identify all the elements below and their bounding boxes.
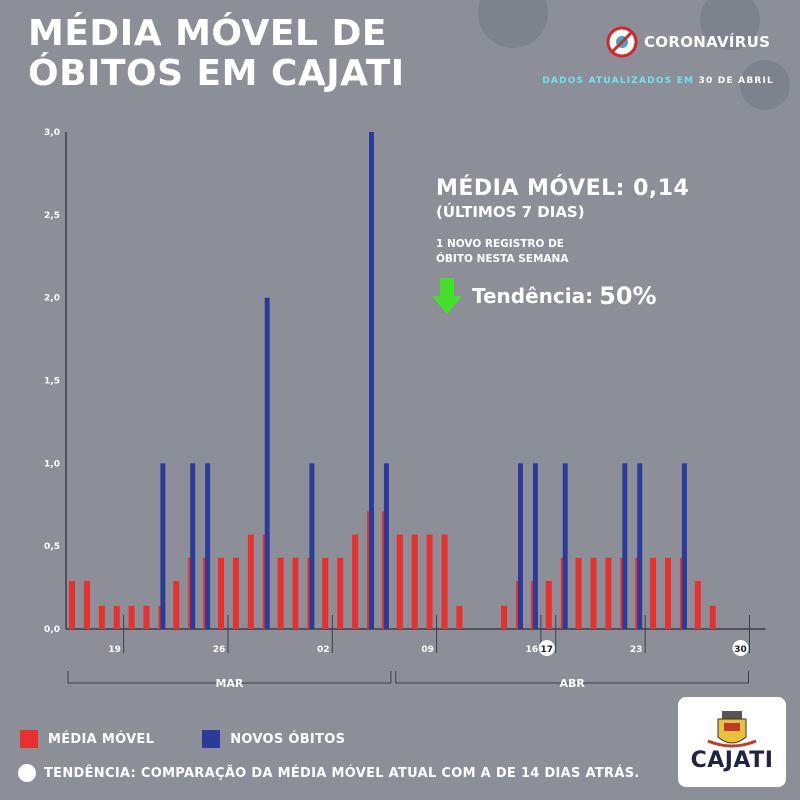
coat-of-arms-icon xyxy=(707,711,757,748)
y-tick-label: 3,0 xyxy=(44,128,60,138)
x-tick-label: 02 xyxy=(317,645,330,655)
update-note: DADOS ATUALIZADOS EM 30 DE ABRIL xyxy=(542,76,774,86)
footnote-text: TENDÊNCIA: COMPARAÇÃO DA MÉDIA MÓVEL ATU… xyxy=(44,765,640,781)
y-tick-label: 1,5 xyxy=(44,377,60,387)
y-tick-label: 1,0 xyxy=(44,459,60,469)
x-tick-label: 19 xyxy=(108,645,121,655)
logo-name: CAJATI xyxy=(690,748,774,773)
moving-average-bar xyxy=(352,534,359,629)
legend: MÉDIA MÓVEL NOVOS ÓBITOS xyxy=(20,730,345,748)
new-deaths-bar xyxy=(205,463,211,629)
arrow-down-icon xyxy=(432,278,462,314)
weekly-note: 1 NOVO REGISTRO DE ÓBITO NESTA SEMANA xyxy=(436,237,636,267)
x-tick-label: 16 xyxy=(526,645,539,655)
moving-average-bar xyxy=(650,557,657,629)
moving-average-bar xyxy=(590,557,597,629)
moving-average-bar xyxy=(709,605,716,629)
trend-value: 50% xyxy=(599,282,657,310)
new-deaths-bar xyxy=(637,463,643,629)
new-deaths-bar xyxy=(681,463,687,629)
new-deaths-bar xyxy=(562,463,568,629)
moving-average-bar xyxy=(545,580,552,629)
new-deaths-bar xyxy=(264,297,270,629)
new-deaths-bar xyxy=(383,463,389,629)
coronavirus-brand: CORONAVÍRUS xyxy=(606,26,770,58)
new-deaths-bar xyxy=(369,132,374,629)
moving-average-bar xyxy=(292,557,299,629)
weekly-note-line-1: 1 NOVO REGISTRO DE xyxy=(436,238,564,250)
update-date: 30 DE ABRIL xyxy=(698,76,774,86)
new-deaths-bar xyxy=(190,463,196,629)
new-deaths-bar xyxy=(518,463,523,629)
trend-footnote: TENDÊNCIA: COMPARAÇÃO DA MÉDIA MÓVEL ATU… xyxy=(18,764,640,782)
moving-average-bar xyxy=(128,605,135,629)
moving-average-bar xyxy=(69,580,75,629)
virus-decoration xyxy=(700,0,760,50)
update-prefix: DADOS ATUALIZADOS EM xyxy=(542,76,695,86)
moving-average-bar xyxy=(575,557,582,629)
moving-average-bar xyxy=(694,580,701,629)
title-line-2: ÓBITOS EM CAJATI xyxy=(28,53,405,94)
legend-swatch-moving xyxy=(20,730,38,748)
x-tick-highlight xyxy=(732,640,749,656)
moving-average-value: MÉDIA MÓVEL: 0,14 xyxy=(436,176,690,201)
moving-average-bar xyxy=(232,557,239,629)
x-tick-label: 23 xyxy=(630,645,643,655)
moving-average-bar xyxy=(337,557,344,629)
moving-average-bar xyxy=(501,605,508,629)
info-panel: MÉDIA MÓVEL: 0,14 (ÚLTIMOS 7 DIAS) 1 NOV… xyxy=(436,176,689,267)
y-tick-label: 2,5 xyxy=(44,211,60,221)
footnote-dot-icon xyxy=(18,764,36,782)
title-line-1: MÉDIA MÓVEL DE xyxy=(28,13,387,54)
moving-average-bar xyxy=(396,534,403,629)
moving-average-bar xyxy=(247,534,254,629)
trend-label: Tendência: xyxy=(472,284,594,308)
moving-average-bar xyxy=(665,557,671,629)
new-deaths-bar xyxy=(532,463,538,629)
moving-average-window: (ÚLTIMOS 7 DIAS) xyxy=(436,203,585,221)
legend-swatch-deaths xyxy=(202,730,221,748)
moving-average-bar xyxy=(173,580,180,629)
moving-average-bar xyxy=(143,605,150,629)
legend-label-deaths: NOVOS ÓBITOS xyxy=(230,731,346,747)
new-deaths-bar xyxy=(160,463,166,629)
month-label: MAR xyxy=(215,677,243,690)
moving-average-bar xyxy=(411,534,418,629)
moving-average-bar xyxy=(426,534,433,629)
moving-average-chart: 0,0 0,5 1,0 1,5 2,0 2,5 3,0 19 26 02 09 16 17 23 30 MAR… xyxy=(44,128,766,690)
x-tick-label: 26 xyxy=(213,645,226,655)
moving-average-bar xyxy=(456,605,463,629)
x-tick-highlight xyxy=(538,640,555,656)
city-logo: CAJATI xyxy=(678,697,786,787)
weekly-note-line-2: ÓBITO NESTA SEMANA xyxy=(436,253,569,265)
no-virus-icon xyxy=(606,26,638,58)
x-tick-label: 09 xyxy=(421,645,434,655)
y-tick-label: 0,0 xyxy=(44,625,60,635)
virus-decoration xyxy=(740,60,790,110)
moving-average-bar xyxy=(218,557,224,629)
moving-average-bar xyxy=(83,580,90,629)
page-title: MÉDIA MÓVEL DE ÓBITOS EM CAJATI xyxy=(28,14,405,94)
legend-label-moving: MÉDIA MÓVEL xyxy=(48,731,155,747)
y-tick-label: 0,5 xyxy=(44,542,60,552)
month-bracket xyxy=(67,671,392,684)
moving-average-bar xyxy=(605,557,612,629)
moving-average-bar xyxy=(441,534,448,629)
moving-average-bar xyxy=(322,557,329,629)
x-tick-label: 17 xyxy=(541,645,554,655)
moving-average-bar xyxy=(277,557,284,629)
new-deaths-bar xyxy=(622,463,628,629)
x-tick-label: 30 xyxy=(734,645,747,655)
y-tick-label: 2,0 xyxy=(44,294,60,304)
month-label: ABR xyxy=(559,677,585,690)
moving-average-bar xyxy=(98,605,105,629)
new-deaths-bar xyxy=(309,463,315,629)
brand-label: CORONAVÍRUS xyxy=(644,33,771,51)
month-bracket xyxy=(395,671,749,684)
moving-average-bar xyxy=(113,605,120,629)
trend-indicator: Tendência: 50% xyxy=(432,278,657,314)
